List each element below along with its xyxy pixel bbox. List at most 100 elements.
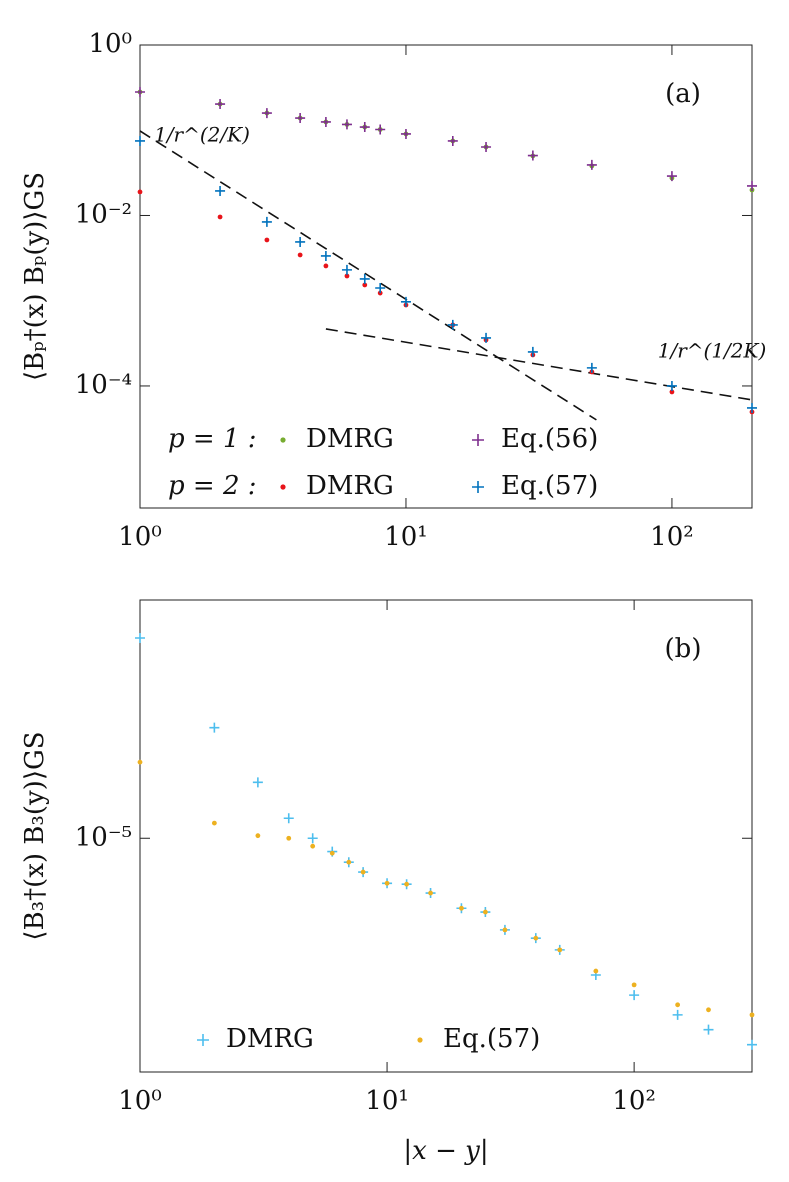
axes-box <box>139 599 753 1073</box>
plus-marker <box>747 402 757 413</box>
plus-marker <box>307 833 318 844</box>
plus-marker <box>666 171 677 182</box>
plus-marker <box>527 150 538 161</box>
x-tick-label: 10⁰ <box>118 522 162 552</box>
plus-marker <box>375 282 386 293</box>
dot-marker <box>706 1007 711 1013</box>
dot-marker <box>217 214 223 220</box>
legend-label: DMRG <box>306 471 394 501</box>
dot-marker <box>675 1002 681 1008</box>
reference-line <box>325 328 753 401</box>
plus-marker <box>447 135 458 146</box>
axes-box <box>139 44 753 509</box>
plus-marker <box>341 264 352 275</box>
plus-marker <box>261 108 272 119</box>
dot-marker <box>323 263 329 269</box>
x-tick-label: 10⁰ <box>118 1086 162 1116</box>
dot-marker <box>310 843 316 849</box>
dot-marker <box>404 881 410 887</box>
y-axis-label: ⟨Bₚ†(x) Bₚ(y)⟩GS <box>20 172 50 381</box>
plus-marker <box>135 633 145 644</box>
legend-label: Eq.(57) <box>443 1024 540 1054</box>
plus-marker <box>747 180 757 191</box>
plus-marker <box>586 159 597 170</box>
plus-marker <box>135 135 145 146</box>
legend-row-label: p = 1 : <box>168 424 257 454</box>
dot-marker <box>137 189 143 195</box>
dot-marker <box>631 982 637 988</box>
plus-marker <box>629 990 640 1001</box>
reference-label: 1/r^(2/K) <box>154 122 250 146</box>
legend-label: Eq.(57) <box>501 471 598 501</box>
dot-marker <box>137 759 143 765</box>
reference-label: 1/r^(1/2K) <box>658 338 767 362</box>
y-tick-label: 10⁰ <box>88 29 132 59</box>
plus-marker <box>295 113 306 124</box>
y-tick-label: 10⁻² <box>75 199 132 229</box>
dot-marker <box>211 820 217 826</box>
dot-marker <box>360 869 366 875</box>
dot-marker <box>502 927 508 933</box>
dot-marker <box>533 935 539 941</box>
plus-marker <box>359 273 370 284</box>
plus-marker <box>703 1024 714 1035</box>
plus-marker <box>375 124 386 135</box>
panel-label: (a) <box>665 79 701 109</box>
dot-marker <box>255 833 261 839</box>
plus-marker <box>341 119 352 130</box>
legend-label: DMRG <box>306 424 394 454</box>
y-tick-label: 10⁻⁴ <box>75 370 132 400</box>
dot-marker <box>329 850 335 856</box>
plus-marker <box>527 346 538 357</box>
x-tick-label: 10² <box>612 1086 656 1116</box>
dot-marker <box>346 859 352 865</box>
x-axis-label: |x − y| <box>403 1136 488 1166</box>
plus-marker <box>666 380 677 391</box>
dot-marker <box>459 905 464 911</box>
x-tick-label: 10² <box>650 522 694 552</box>
plus-marker <box>135 86 145 97</box>
plus-marker <box>209 722 220 733</box>
plus-marker <box>283 813 294 824</box>
dot-marker <box>669 389 675 395</box>
plus-marker <box>400 296 411 307</box>
reference-line <box>139 130 597 421</box>
plus-marker <box>215 185 226 196</box>
plus-marker <box>320 116 331 127</box>
legend-marker <box>280 437 286 443</box>
plus-marker <box>400 128 411 139</box>
dot-marker <box>557 947 563 953</box>
legend-marker <box>197 1034 209 1046</box>
legend-marker <box>280 484 286 490</box>
plus-marker <box>252 777 263 788</box>
legend-label: Eq.(56) <box>501 424 598 454</box>
plus-marker <box>447 319 458 330</box>
legend-row-label: p = 2 : <box>168 471 257 501</box>
plus-marker <box>481 141 492 152</box>
legend-marker <box>472 481 484 493</box>
dot-marker <box>362 282 368 288</box>
dot-marker <box>593 968 599 974</box>
dot-marker <box>286 835 292 841</box>
dot-marker <box>377 290 383 296</box>
plus-marker <box>359 122 370 133</box>
plus-marker <box>747 1039 757 1050</box>
dot-marker <box>428 890 433 896</box>
legend-marker <box>472 434 484 446</box>
dot-marker <box>297 252 303 258</box>
dot-marker <box>384 880 390 886</box>
legend-label: DMRG <box>226 1024 314 1054</box>
plus-marker <box>295 236 306 247</box>
plus-marker <box>320 250 331 261</box>
x-tick-label: 10¹ <box>384 522 428 552</box>
legend-marker <box>417 1037 423 1043</box>
plus-marker <box>586 362 597 373</box>
y-tick-label: 10⁻⁵ <box>75 822 132 852</box>
dot-marker <box>482 909 488 915</box>
plus-marker <box>215 99 226 110</box>
panel-label: (b) <box>665 634 702 664</box>
plus-marker <box>481 332 492 343</box>
x-tick-label: 10¹ <box>365 1086 409 1116</box>
plus-marker <box>261 216 272 227</box>
